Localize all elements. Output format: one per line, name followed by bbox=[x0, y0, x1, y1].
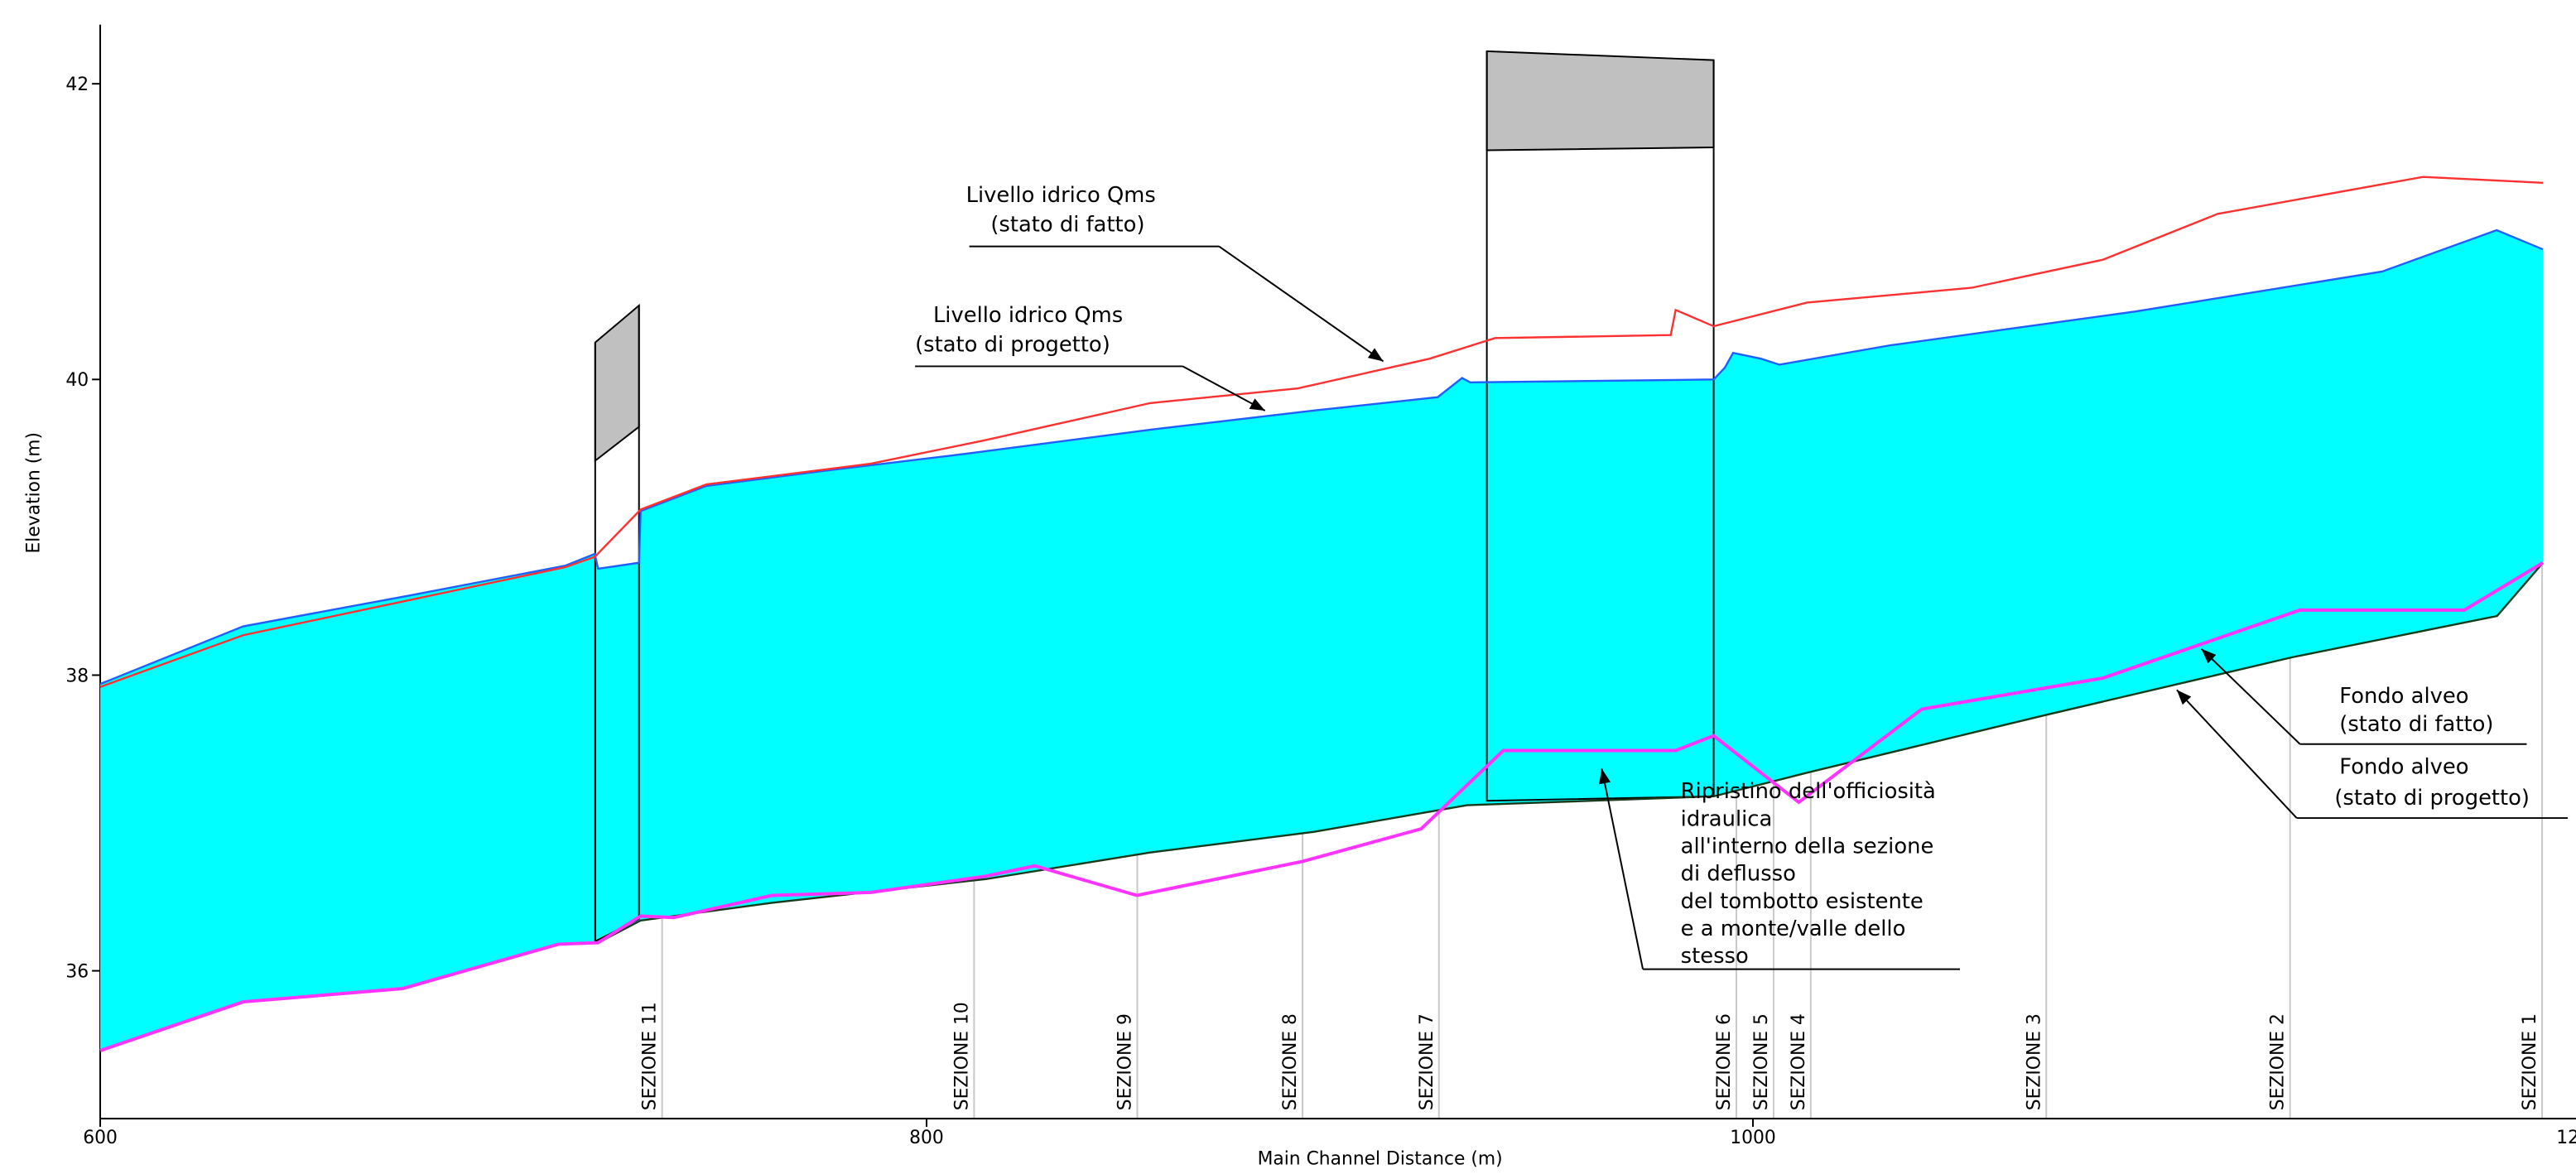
leader-line bbox=[1599, 768, 1644, 970]
series-label: (stato di progetto) bbox=[2334, 786, 2530, 811]
section-label: SEZIONE 6 bbox=[1714, 1013, 1735, 1110]
section-label: SEZIONE 2 bbox=[2268, 1013, 2289, 1110]
section-label: SEZIONE 4 bbox=[1789, 1013, 1809, 1110]
series-line bbox=[99, 561, 2545, 1052]
leader-line bbox=[1218, 245, 1384, 363]
y-tick-label: 36 bbox=[65, 962, 89, 983]
series-label: (stato di fatto) bbox=[2339, 712, 2493, 737]
series-label: (stato di fatto) bbox=[990, 213, 1144, 238]
x-tick-label: 1000 bbox=[1730, 1128, 1776, 1148]
x-axis-label: Main Channel Distance (m) bbox=[1258, 1149, 1503, 1170]
series-label: Fondo alveo bbox=[2339, 754, 2468, 779]
section-label: SEZIONE 9 bbox=[1115, 1013, 1136, 1110]
section-label: SEZIONE 7 bbox=[1417, 1013, 1437, 1110]
x-tick-label: 1200 bbox=[2556, 1128, 2576, 1148]
annotation-text: del tombotto esistente bbox=[1681, 889, 1924, 914]
annotation-text: idraulica bbox=[1681, 806, 1773, 831]
section-label: SEZIONE 1 bbox=[2520, 1013, 2540, 1110]
section-label: SEZIONE 8 bbox=[1280, 1013, 1301, 1110]
series-label: Livello idrico Qms bbox=[933, 303, 1123, 328]
structure-outline bbox=[1485, 51, 1715, 802]
x-tick-label: 800 bbox=[909, 1128, 944, 1148]
leader-line bbox=[1182, 365, 1266, 411]
annotation-text: e a monte/valle dello bbox=[1681, 917, 1906, 941]
annotation-text: all'interno della sezione bbox=[1681, 835, 1934, 859]
y-tick-label: 42 bbox=[65, 75, 89, 95]
series-label: (stato di progetto) bbox=[915, 333, 1110, 358]
section-label: SEZIONE 5 bbox=[1751, 1013, 1772, 1110]
series-label: Livello idrico Qms bbox=[966, 183, 1156, 208]
structure-deck bbox=[1485, 50, 1715, 152]
y-tick-label: 38 bbox=[65, 666, 89, 686]
section-label: SEZIONE 11 bbox=[640, 1002, 661, 1110]
section-label: SEZIONE 10 bbox=[951, 1002, 972, 1110]
series-line bbox=[99, 176, 2544, 688]
annotation-text: di deflusso bbox=[1681, 862, 1796, 887]
y-tick-label: 40 bbox=[65, 370, 89, 391]
annotation-text: Ripristino dell'officiosità bbox=[1681, 779, 1936, 804]
leader-line bbox=[2200, 647, 2301, 745]
water-area bbox=[100, 229, 2544, 1051]
structure-deck bbox=[594, 303, 640, 463]
y-axis-label: Elevation (m) bbox=[24, 432, 45, 554]
x-tick-label: 600 bbox=[83, 1128, 118, 1148]
annotation-text: stesso bbox=[1681, 944, 1749, 969]
leader-line bbox=[2176, 689, 2298, 819]
series-label: Fondo alveo bbox=[2339, 684, 2468, 709]
section-label: SEZIONE 3 bbox=[2024, 1013, 2044, 1110]
